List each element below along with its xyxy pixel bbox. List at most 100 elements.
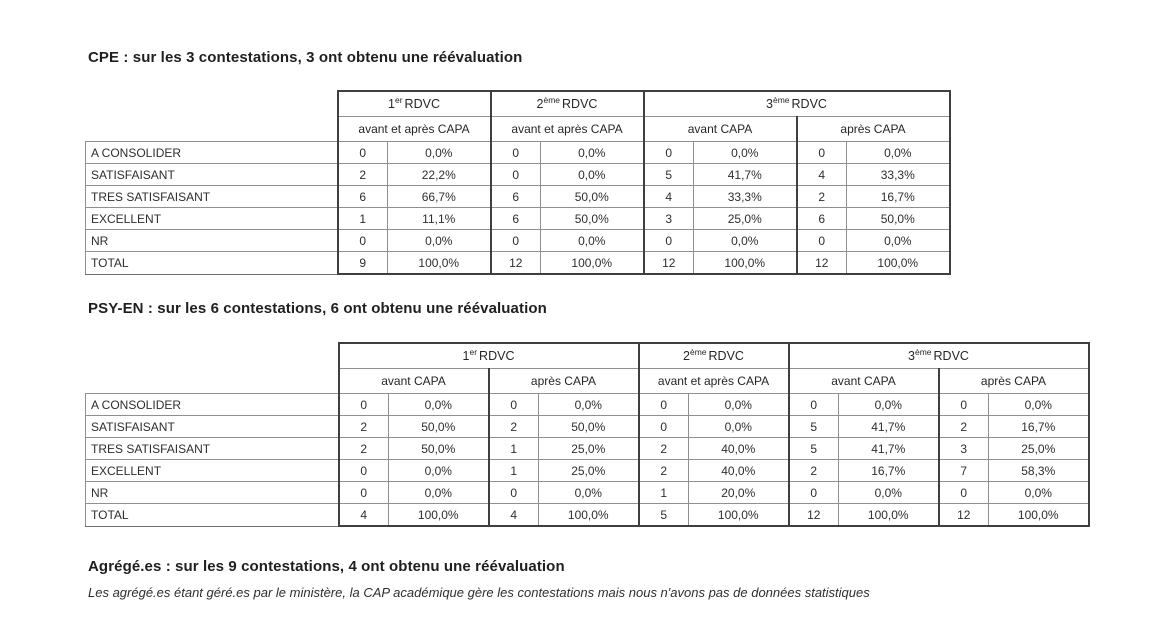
psyen-col-group-3eme-rdvc: 3ème RDVC [787, 342, 1090, 369]
count-cell: 0 [937, 393, 989, 416]
percent-cell: 0,0% [388, 459, 489, 482]
row-label: EXCELLENT [85, 459, 339, 482]
table-row: EXCELLENT 0 0,0% 1 25,0% 2 40,0% 2 16,7% 7 58,3% [85, 459, 1090, 482]
percent-cell: 0,0% [387, 141, 491, 164]
cpe-subheader-1: avant et après CAPA [336, 116, 491, 142]
count-cell: 0 [337, 481, 389, 504]
percent-cell: 0,0% [540, 163, 644, 186]
count-cell: 0 [336, 229, 388, 252]
count-cell: 0 [642, 141, 694, 164]
table-row: SATISFAISANT 2 50,0% 2 50,0% 0 0,0% 5 41,7% 2 16,7… [85, 415, 1090, 438]
group-ordinal-suffix: ème [772, 94, 790, 105]
percent-cell: 100,0% [387, 251, 491, 275]
percent-cell: 100,0% [688, 503, 789, 527]
group-name: RDVC [708, 349, 744, 363]
header-spacer [86, 343, 339, 369]
table-row: TRES SATISFAISANT 2 50,0% 1 25,0% 2 40,0% 5 41,7… [85, 437, 1090, 460]
row-label: TRES SATISFAISANT [85, 185, 338, 208]
group-number: 3 [908, 349, 915, 363]
count-cell: 3 [642, 207, 694, 230]
percent-cell: 0,0% [540, 141, 644, 164]
psyen-col-group-1er-rdvc: 1er RDVC [337, 342, 639, 369]
row-label: NR [85, 481, 339, 504]
count-cell: 9 [336, 251, 388, 275]
agrege-note: Les agrégé.es étant géré.es par le minis… [88, 585, 870, 600]
percent-cell: 0,0% [387, 229, 491, 252]
percent-cell: 50,0% [540, 207, 644, 230]
count-cell: 5 [637, 503, 689, 527]
count-cell: 0 [336, 141, 388, 164]
row-label: TRES SATISFAISANT [85, 437, 339, 460]
row-label: TOTAL [85, 503, 339, 527]
group-name: RDVC [933, 349, 969, 363]
group-number: 2 [683, 349, 690, 363]
count-cell: 0 [787, 481, 839, 504]
group-number: 1 [462, 349, 470, 363]
cpe-section-title: CPE : sur les 3 contestations, 3 ont obt… [88, 49, 523, 66]
percent-cell: 50,0% [540, 185, 644, 208]
count-cell: 3 [937, 437, 989, 460]
count-cell: 5 [787, 437, 839, 460]
count-cell: 2 [487, 415, 539, 438]
cpe-col-group-3eme-rdvc: 3ème RDVC [642, 90, 951, 117]
percent-cell: 0,0% [846, 229, 951, 252]
row-label: SATISFAISANT [85, 163, 338, 186]
count-cell: 4 [642, 185, 694, 208]
group-ordinal-suffix: ème [914, 346, 932, 357]
percent-cell: 16,7% [846, 185, 951, 208]
count-cell: 0 [795, 141, 847, 164]
percent-cell: 16,7% [988, 415, 1090, 438]
group-number: 1 [388, 97, 395, 111]
percent-cell: 100,0% [988, 503, 1090, 527]
percent-cell: 0,0% [688, 393, 789, 416]
count-cell: 1 [637, 481, 689, 504]
percent-cell: 0,0% [988, 481, 1090, 504]
percent-cell: 50,0% [388, 415, 489, 438]
count-cell: 0 [642, 229, 694, 252]
count-cell: 0 [337, 393, 389, 416]
cpe-col-group-2eme-rdvc: 2ème RDVC [489, 90, 644, 117]
percent-cell: 16,7% [838, 459, 939, 482]
percent-cell: 25,0% [538, 459, 639, 482]
count-cell: 5 [642, 163, 694, 186]
count-cell: 6 [489, 207, 541, 230]
psyen-subheader-1: avant CAPA [337, 368, 489, 394]
count-cell: 1 [487, 437, 539, 460]
table-row: SATISFAISANT 2 22,2% 0 0,0% 5 41,7% 4 33,3% [85, 163, 951, 186]
count-cell: 7 [937, 459, 989, 482]
psyen-subheader-4: avant CAPA [787, 368, 939, 394]
table-row: TOTAL 9 100,0% 12 100,0% 12 100,0% 12 100,0% [85, 251, 951, 275]
percent-cell: 33,3% [693, 185, 797, 208]
percent-cell: 0,0% [838, 393, 939, 416]
count-cell: 2 [637, 437, 689, 460]
percent-cell: 0,0% [540, 229, 644, 252]
group-ordinal-suffix: er [469, 346, 478, 357]
percent-cell: 20,0% [688, 481, 789, 504]
percent-cell: 40,0% [688, 459, 789, 482]
table-row: A CONSOLIDER 0 0,0% 0 0,0% 0 0,0% 0 0,0% [85, 141, 951, 164]
count-cell: 4 [795, 163, 847, 186]
count-cell: 0 [637, 393, 689, 416]
header-spacer [86, 369, 339, 394]
header-spacer [86, 117, 338, 142]
count-cell: 6 [489, 185, 541, 208]
cpe-group-header-row: 1er RDVC 2ème RDVC 3ème RDVC [86, 90, 951, 117]
group-name: RDVC [404, 97, 440, 111]
percent-cell: 25,0% [988, 437, 1090, 460]
count-cell: 4 [337, 503, 389, 527]
percent-cell: 50,0% [388, 437, 489, 460]
count-cell: 0 [337, 459, 389, 482]
count-cell: 0 [489, 163, 541, 186]
percent-cell: 100,0% [540, 251, 644, 275]
percent-cell: 0,0% [538, 393, 639, 416]
cpe-subheader-2: avant et après CAPA [489, 116, 644, 142]
row-label: A CONSOLIDER [85, 393, 339, 416]
percent-cell: 0,0% [838, 481, 939, 504]
agrege-section-title: Agrégé.es : sur les 9 contestations, 4 o… [88, 558, 565, 575]
group-number: 2 [536, 97, 544, 111]
count-cell: 12 [787, 503, 839, 527]
cpe-col-group-1er-rdvc: 1er RDVC [336, 90, 491, 117]
percent-cell: 0,0% [538, 481, 639, 504]
count-cell: 12 [489, 251, 541, 275]
percent-cell: 100,0% [693, 251, 797, 275]
